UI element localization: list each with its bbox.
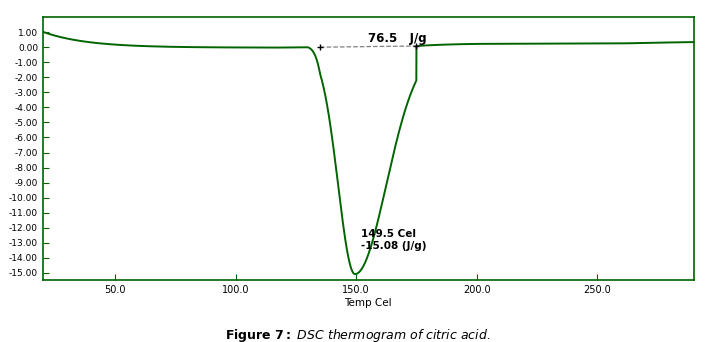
Text: $\bf{Figure\ 7:}$ DSC thermogram of citric acid.: $\bf{Figure\ 7:}$ DSC thermogram of citr… bbox=[225, 327, 490, 342]
X-axis label: Temp Cel: Temp Cel bbox=[345, 298, 392, 308]
Text: 149.5 Cel
-15.08 (J/g): 149.5 Cel -15.08 (J/g) bbox=[361, 229, 426, 251]
Text: 76.5   J/g: 76.5 J/g bbox=[368, 32, 427, 45]
